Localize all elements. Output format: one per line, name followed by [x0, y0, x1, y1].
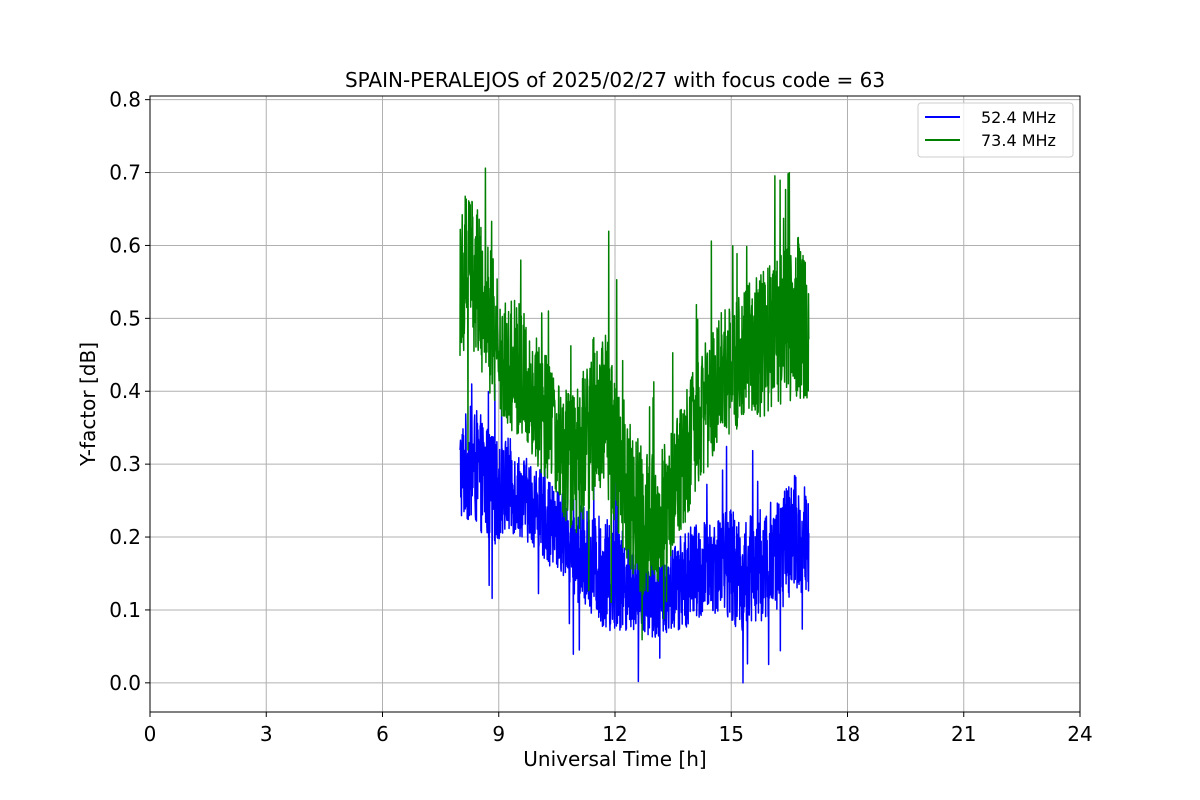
y-tick-label: 0.5: [109, 306, 141, 330]
x-axis-label: Universal Time [h]: [523, 747, 706, 771]
y-axis-ticks: 0.0 0.1 0.2 0.3 0.4 0.5 0.6 0.7 0.8: [109, 88, 150, 695]
series-layer: [459, 167, 810, 684]
series-line-52-4-mhz: [459, 383, 810, 684]
y-tick-label: 0.0: [109, 671, 141, 695]
legend-label-73-4: 73.4 MHz: [981, 131, 1056, 150]
y-axis-label: Y-factor [dB]: [76, 342, 100, 467]
x-tick-label: 9: [492, 722, 505, 746]
y-tick-label: 0.7: [109, 161, 141, 185]
chart-title: SPAIN-PERALEJOS of 2025/02/27 with focus…: [345, 68, 885, 92]
x-tick-label: 15: [719, 722, 744, 746]
x-tick-label: 12: [602, 722, 627, 746]
x-tick-label: 0: [144, 722, 157, 746]
y-tick-label: 0.1: [109, 598, 141, 622]
x-tick-label: 6: [376, 722, 389, 746]
x-tick-label: 21: [951, 722, 976, 746]
series-line-73-4-mhz: [459, 167, 810, 641]
y-tick-label: 0.8: [109, 88, 141, 112]
legend: 52.4 MHz 73.4 MHz: [917, 102, 1074, 158]
y-tick-label: 0.6: [109, 233, 141, 257]
x-axis-ticks: 0 3 6 9 12 15 18 21 24: [144, 712, 1093, 746]
y-tick-label: 0.2: [109, 525, 141, 549]
y-tick-label: 0.3: [109, 452, 141, 476]
legend-label-52-4: 52.4 MHz: [981, 108, 1056, 127]
x-tick-label: 3: [260, 722, 273, 746]
x-tick-label: 24: [1067, 722, 1092, 746]
y-tick-label: 0.4: [109, 379, 141, 403]
x-tick-label: 18: [835, 722, 860, 746]
